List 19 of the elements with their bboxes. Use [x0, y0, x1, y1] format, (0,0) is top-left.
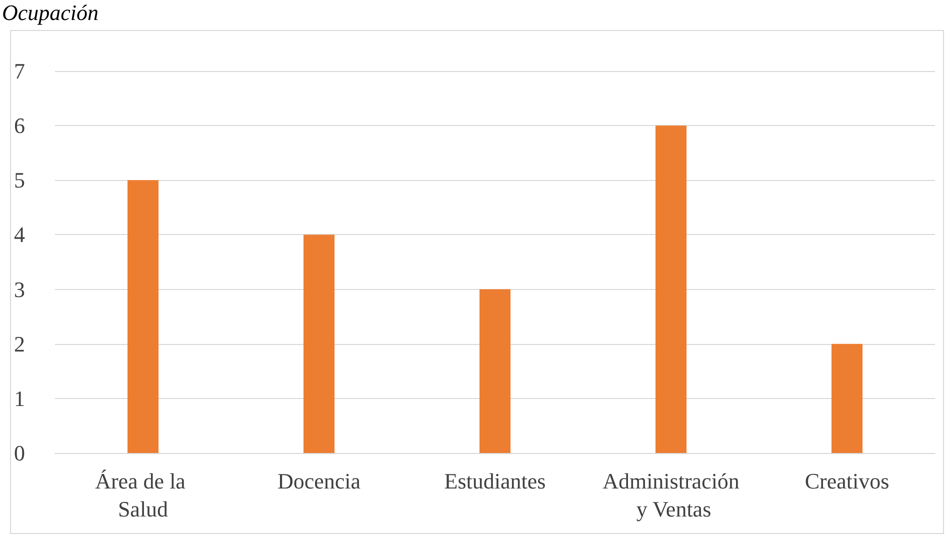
y-tick-label: 3	[14, 276, 25, 302]
x-tick-label: Docencia	[277, 468, 361, 494]
bar	[304, 234, 334, 453]
x-tick-label: Creativos	[804, 468, 890, 494]
y-tick-label: 7	[14, 58, 25, 84]
y-tick-label: 6	[14, 113, 25, 138]
chart-title: Ocupación	[2, 0, 99, 26]
x-tick-label: Administración y Ventas	[602, 468, 740, 522]
y-tick-label: 1	[14, 386, 25, 411]
y-tick-label: 5	[14, 168, 25, 193]
bar	[128, 180, 158, 453]
bar	[832, 344, 862, 453]
bar	[480, 289, 510, 453]
x-tick-label: Estudiantes	[444, 468, 546, 494]
x-tick-label: Área de la Salud	[95, 468, 191, 522]
y-tick-label: 2	[14, 331, 25, 356]
bar	[656, 126, 686, 453]
y-tick-label: 4	[14, 222, 25, 248]
y-tick-label: 0	[14, 440, 25, 466]
